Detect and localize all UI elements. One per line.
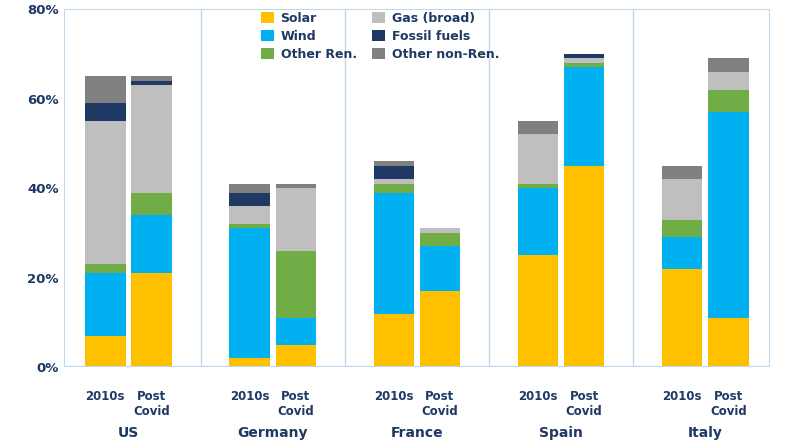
Bar bbox=[374, 193, 414, 314]
Bar bbox=[518, 134, 558, 184]
Bar bbox=[708, 112, 749, 318]
Bar bbox=[564, 58, 604, 63]
Bar bbox=[662, 269, 703, 367]
Bar bbox=[708, 58, 749, 72]
Bar bbox=[85, 76, 125, 103]
Bar bbox=[518, 255, 558, 367]
Bar bbox=[420, 246, 460, 291]
Bar bbox=[420, 291, 460, 367]
Bar bbox=[276, 345, 316, 367]
Bar bbox=[564, 166, 604, 367]
Text: Post
Covid: Post Covid bbox=[133, 390, 170, 418]
Bar bbox=[85, 273, 125, 336]
Bar bbox=[374, 161, 414, 166]
Bar bbox=[662, 179, 703, 220]
Bar bbox=[564, 67, 604, 166]
Bar bbox=[276, 184, 316, 188]
Text: Post
Covid: Post Covid bbox=[277, 390, 314, 418]
Bar bbox=[229, 228, 270, 358]
Text: 2010s: 2010s bbox=[229, 390, 269, 403]
Text: France: France bbox=[391, 426, 443, 439]
Bar bbox=[85, 336, 125, 367]
Text: 2010s: 2010s bbox=[86, 390, 125, 403]
Text: Germany: Germany bbox=[237, 426, 308, 439]
Bar bbox=[420, 233, 460, 246]
Text: Italy: Italy bbox=[688, 426, 723, 439]
Text: 2010s: 2010s bbox=[662, 390, 702, 403]
Bar bbox=[420, 228, 460, 233]
Text: 2010s: 2010s bbox=[374, 390, 414, 403]
Bar bbox=[229, 193, 270, 206]
Text: Post
Covid: Post Covid bbox=[422, 390, 458, 418]
Bar bbox=[276, 188, 316, 251]
Bar bbox=[131, 193, 172, 215]
Bar bbox=[229, 206, 270, 224]
Bar bbox=[85, 264, 125, 273]
Bar bbox=[662, 237, 703, 269]
Bar bbox=[518, 121, 558, 134]
Bar bbox=[85, 103, 125, 121]
Bar bbox=[662, 166, 703, 179]
Bar bbox=[662, 220, 703, 237]
Legend: Solar, Wind, Other Ren., Gas (broad), Fossil fuels, Other non-Ren.: Solar, Wind, Other Ren., Gas (broad), Fo… bbox=[260, 12, 499, 60]
Bar bbox=[374, 166, 414, 179]
Bar bbox=[276, 251, 316, 318]
Bar bbox=[518, 188, 558, 255]
Bar bbox=[131, 273, 172, 367]
Text: Post
Covid: Post Covid bbox=[710, 390, 746, 418]
Bar bbox=[564, 54, 604, 58]
Bar bbox=[229, 224, 270, 228]
Bar bbox=[708, 72, 749, 90]
Bar bbox=[229, 358, 270, 367]
Bar bbox=[374, 314, 414, 367]
Text: US: US bbox=[118, 426, 139, 439]
Text: Post
Covid: Post Covid bbox=[566, 390, 603, 418]
Bar bbox=[131, 76, 172, 81]
Bar bbox=[708, 318, 749, 367]
Bar bbox=[131, 85, 172, 193]
Text: Spain: Spain bbox=[539, 426, 583, 439]
Bar bbox=[131, 81, 172, 85]
Bar bbox=[564, 63, 604, 67]
Bar bbox=[85, 121, 125, 264]
Bar bbox=[229, 184, 270, 193]
Bar bbox=[276, 318, 316, 345]
Bar bbox=[131, 215, 172, 273]
Bar bbox=[374, 184, 414, 193]
Text: 2010s: 2010s bbox=[518, 390, 557, 403]
Bar bbox=[708, 90, 749, 112]
Bar bbox=[518, 184, 558, 188]
Bar bbox=[374, 179, 414, 184]
